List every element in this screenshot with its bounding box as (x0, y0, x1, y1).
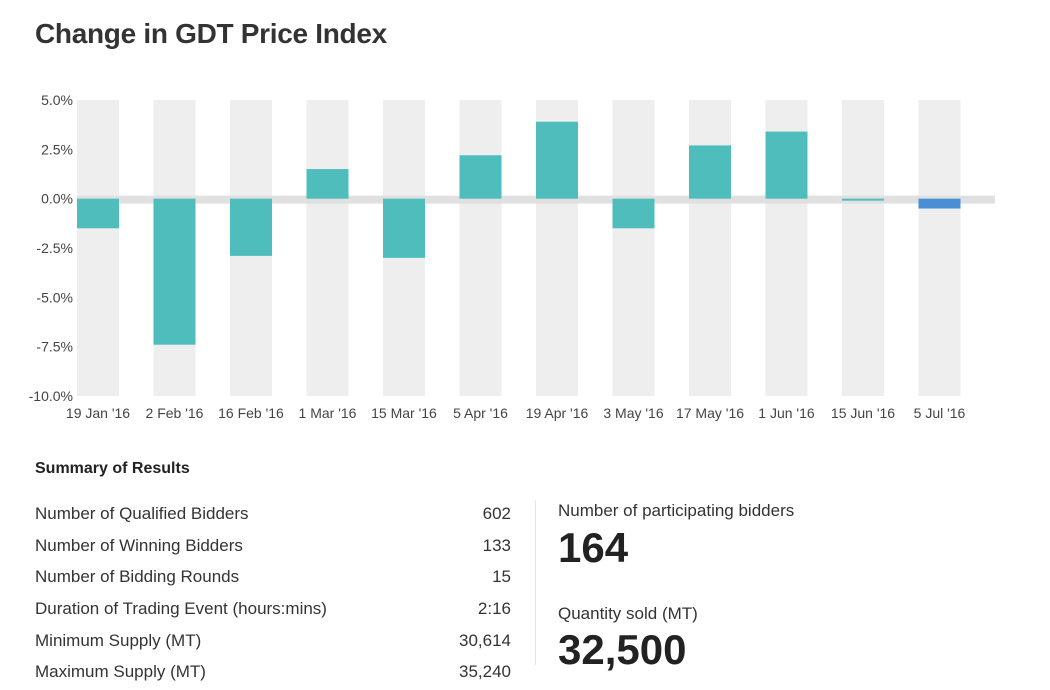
row-label: Minimum Supply (MT) (35, 630, 202, 650)
category-band (77, 100, 119, 396)
x-tick-label: 5 Jul '16 (914, 405, 966, 421)
bar[interactable] (153, 198, 196, 345)
x-tick-label: 15 Jun '16 (831, 405, 895, 421)
price-index-chart: 5.0% 2.5% 0.0% -2.5% -5.0% -7.5% -10.0% 19 Jan… (29, 92, 995, 421)
y-tick-label: 0.0% (41, 191, 73, 207)
x-tick-label: 19 Apr '16 (526, 405, 589, 421)
row-value: 133 (482, 535, 511, 555)
row-value: 2:16 (477, 598, 511, 618)
category-band (842, 100, 884, 396)
row-label: Duration of Trading Event (hours:mins) (35, 598, 327, 618)
category-band (306, 100, 349, 396)
bar[interactable] (689, 145, 731, 199)
quantity-label: Quantity sold (MT) (558, 604, 698, 623)
row-label: Number of Bidding Rounds (35, 567, 240, 587)
bar[interactable] (383, 198, 425, 258)
bar[interactable] (765, 131, 808, 199)
bar[interactable] (459, 155, 502, 199)
x-tick-label: 3 May '16 (603, 405, 663, 421)
y-tick-label: -2.5% (36, 240, 73, 256)
summary-row: Maximum Supply (MT) 35,240 (35, 656, 511, 688)
x-tick-label: 17 May '16 (676, 405, 744, 421)
y-tick-label: -10.0% (29, 388, 73, 404)
category-band (459, 100, 502, 396)
row-value: 15 (492, 567, 511, 587)
bidders-label: Number of participating bidders (558, 501, 795, 520)
category-band (612, 100, 655, 396)
x-tick-label: 19 Jan '16 (66, 405, 130, 421)
summary-table: Number of Qualified Bidders 602 Number o… (35, 498, 511, 688)
bar[interactable] (536, 121, 578, 199)
summary-row: Minimum Supply (MT) 30,614 (35, 625, 511, 657)
x-tick-label: 5 Apr '16 (453, 405, 508, 421)
bidders-value: 164 (558, 524, 629, 571)
row-label: Number of Winning Bidders (35, 535, 243, 555)
summary-row: Number of Winning Bidders 133 (35, 530, 511, 562)
summary-title: Summary of Results (35, 460, 190, 477)
y-tick-label: -5.0% (36, 289, 73, 305)
summary-row: Number of Qualified Bidders 602 (35, 498, 511, 530)
y-tick-label: 5.0% (41, 92, 73, 108)
category-band (689, 100, 731, 396)
x-tick-label: 1 Mar '16 (299, 405, 357, 421)
divider (535, 500, 536, 665)
row-label: Maximum Supply (MT) (35, 662, 206, 682)
bar[interactable] (77, 198, 119, 229)
row-value: 35,240 (459, 662, 511, 682)
x-tick-label: 15 Mar '16 (371, 405, 437, 421)
quantity-value: 32,500 (558, 626, 687, 673)
row-value: 30,614 (459, 630, 511, 650)
row-value: 602 (482, 503, 511, 523)
bar[interactable] (612, 198, 655, 229)
row-label: Number of Qualified Bidders (35, 503, 249, 523)
bar[interactable] (230, 198, 272, 256)
summary-row: Number of Bidding Rounds 15 (35, 561, 511, 593)
bar[interactable] (918, 198, 961, 209)
summary-row: Duration of Trading Event (hours:mins) 2… (35, 593, 511, 625)
chart-title: Change in GDT Price Index (35, 18, 387, 49)
bar[interactable] (842, 198, 884, 201)
y-tick-label: -7.5% (36, 339, 73, 355)
bar[interactable] (306, 169, 349, 199)
y-tick-label: 2.5% (41, 141, 73, 157)
x-tick-label: 2 Feb '16 (146, 405, 204, 421)
category-band (918, 100, 961, 396)
x-tick-label: 1 Jun '16 (758, 405, 815, 421)
x-tick-label: 16 Feb '16 (218, 405, 284, 421)
